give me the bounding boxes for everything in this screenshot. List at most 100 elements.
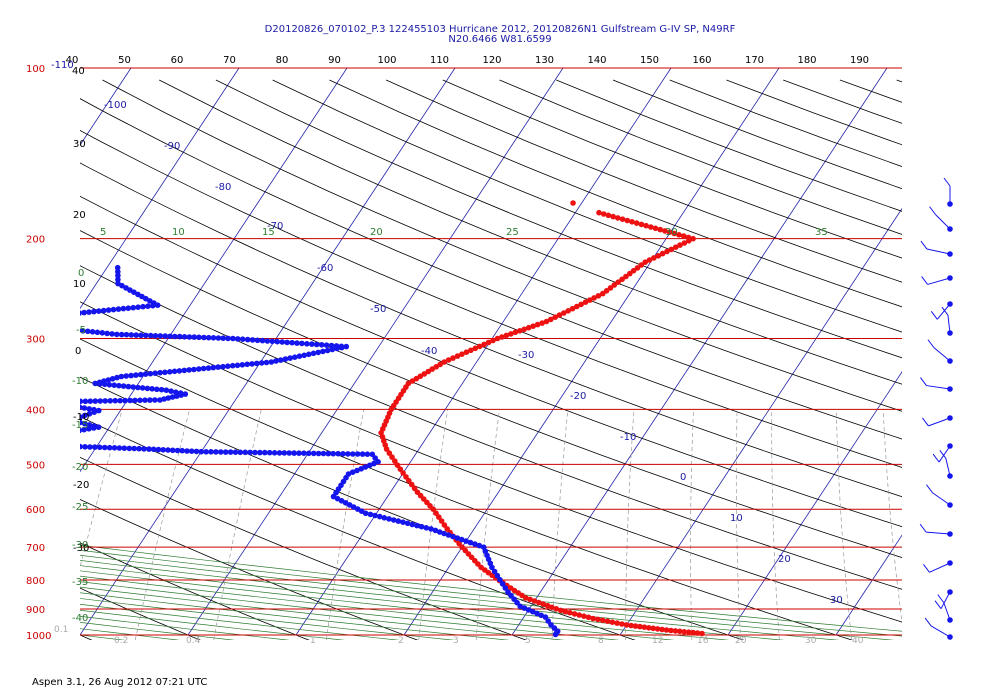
data-point [671, 230, 678, 237]
data-point [611, 282, 618, 288]
data-point [106, 382, 113, 388]
data-point [320, 450, 327, 457]
data-point [116, 445, 123, 451]
data-point [309, 341, 315, 347]
moist-adiabat-line [80, 570, 730, 640]
wind-barb-staff [932, 492, 951, 506]
data-point [115, 268, 121, 275]
data-point [234, 362, 241, 369]
data-point [32, 315, 38, 321]
isotherm-line [295, 68, 672, 636]
data-point [92, 398, 99, 404]
data-point [28, 436, 34, 442]
theta-e-label: 10 [172, 227, 185, 238]
mixing-ratio-label: 16 [697, 636, 709, 646]
pressure-label: 200 [26, 235, 45, 246]
top-axis-label: 120 [482, 55, 501, 66]
moist-adiabat-line [80, 598, 455, 640]
data-point [672, 628, 679, 634]
data-point [171, 368, 178, 375]
data-point [654, 626, 661, 632]
mixing-ratio-line [418, 409, 449, 640]
isotherm-label: -40 [421, 346, 437, 357]
data-point [279, 339, 286, 345]
data-point [664, 248, 670, 255]
moist-adiabat-line [80, 592, 510, 640]
data-point [677, 628, 683, 635]
data-point [115, 272, 121, 279]
data-point [561, 310, 567, 316]
isotherm-label: -50 [370, 304, 386, 315]
data-point [254, 337, 261, 344]
data-point [111, 382, 117, 389]
mixing-ratio-label: 40 [852, 636, 864, 646]
data-point [648, 224, 654, 230]
data-point [662, 228, 668, 234]
data-point [257, 449, 263, 456]
data-point [104, 330, 110, 337]
data-point [168, 388, 174, 395]
data-point [139, 385, 146, 391]
moist-adiabat-line [80, 544, 902, 632]
data-point [62, 312, 68, 318]
data-point [590, 615, 596, 622]
data-point [534, 610, 540, 617]
left-axis-label: -10 [73, 412, 89, 423]
isotherm-label: -10 [620, 432, 636, 443]
data-point [186, 334, 193, 340]
footer-text: Aspen 3.1, 26 Aug 2012 07:21 UTC [32, 677, 208, 688]
data-point [595, 616, 601, 623]
data-point [404, 520, 411, 527]
data-point [188, 448, 195, 455]
data-point [263, 359, 270, 366]
data-point [56, 325, 62, 331]
data-point [95, 424, 102, 431]
dry-adiabat-line [499, 79, 902, 235]
data-point [123, 331, 130, 338]
data-point [436, 529, 443, 535]
isotherm-label: -90 [164, 141, 180, 152]
data-point [512, 329, 519, 336]
dry-adiabat-line [80, 416, 636, 640]
data-point [521, 326, 527, 333]
data-point [42, 434, 48, 440]
mixing-ratio-line [771, 409, 780, 640]
data-point [135, 304, 141, 311]
wind-barb-staff [943, 602, 951, 621]
data-point [499, 581, 506, 587]
data-point [281, 450, 288, 456]
data-point [144, 385, 151, 392]
data-point [132, 397, 138, 404]
mixing-ratio-line [325, 409, 365, 640]
data-point [110, 306, 117, 313]
data-point [0, 441, 4, 447]
data-point [167, 333, 173, 340]
data-point [630, 267, 637, 274]
data-point [323, 342, 330, 349]
top-axis-label: 60 [171, 55, 184, 66]
mixing-ratio-line [80, 409, 123, 569]
data-point [525, 607, 532, 613]
chart-title: D20120826_070102_P.3 122455103 Hurricane… [264, 24, 736, 35]
data-point [668, 627, 674, 634]
data-point [73, 399, 79, 405]
data-point [481, 341, 487, 348]
data-point [570, 200, 576, 206]
data-point [82, 412, 88, 419]
data-point [137, 371, 144, 378]
data-point [632, 623, 639, 629]
data-point [525, 324, 532, 331]
data-point [638, 221, 645, 228]
data-point [623, 622, 630, 628]
data-point [549, 604, 555, 611]
top-axis-label: 150 [640, 55, 659, 66]
data-point [383, 446, 390, 452]
data-point [163, 387, 170, 394]
data-point [284, 339, 290, 346]
mixing-ratio-label: 0.2 [114, 636, 128, 646]
data-point [225, 363, 231, 370]
data-point [125, 383, 132, 390]
data-point [556, 312, 563, 318]
data-point [634, 265, 641, 271]
